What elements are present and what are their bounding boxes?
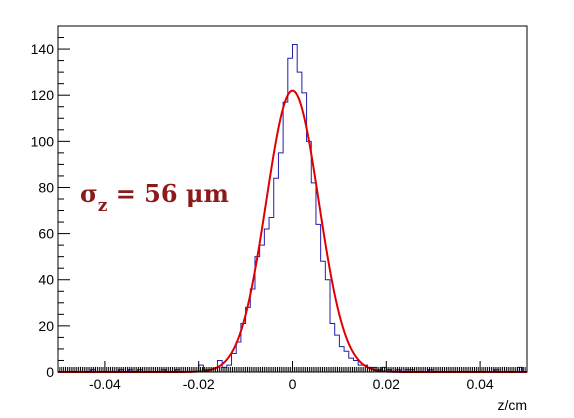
y-tick-label: 80: [38, 179, 54, 195]
histogram-bin: [260, 245, 265, 372]
sigma-subscript: z: [98, 196, 108, 216]
x-tick-label: 0.02: [373, 376, 400, 392]
x-tick-label: -0.02: [183, 376, 215, 392]
y-tick-label: 60: [38, 226, 54, 242]
y-tick-label: 20: [38, 318, 54, 334]
sigma-value: = 56 μm: [107, 179, 229, 208]
histogram-bin: [269, 217, 274, 372]
x-tick-label: -0.04: [89, 376, 121, 392]
histogram-bin: [283, 102, 288, 372]
histogram-bin: [274, 178, 279, 372]
sigma-symbol: σ: [80, 179, 98, 208]
y-tick-label: 100: [31, 133, 55, 149]
histogram-bin: [246, 307, 251, 372]
x-axis-title: z/cm: [497, 397, 527, 413]
histogram-bin: [255, 257, 260, 372]
y-tick-label: 140: [31, 41, 55, 57]
histogram-bin: [311, 183, 316, 372]
x-tick-label: 0.04: [466, 376, 493, 392]
histogram-bin: [302, 93, 307, 372]
y-tick-label: 0: [46, 364, 54, 380]
axis-layer: -0.04 -0.02 0 0.02 0.04 0 20 40 60 80 100 120 140: [31, 25, 528, 392]
histogram-bin: [288, 58, 293, 372]
histogram-bin: [250, 289, 255, 372]
histogram-bin: [264, 229, 269, 372]
histogram-bin: [278, 153, 283, 372]
sigma-annotation: σz = 56 μm: [80, 179, 229, 216]
histogram-bin: [321, 261, 326, 372]
y-tick-label: 40: [38, 272, 54, 288]
histogram-bin: [297, 72, 302, 372]
y-tick-label: 120: [31, 87, 55, 103]
histogram-bin: [307, 141, 312, 372]
histogram-bin: [330, 324, 335, 372]
x-tick-label: 0: [289, 376, 297, 392]
histogram-bin: [316, 224, 321, 372]
histogram-bin: [325, 280, 330, 372]
histogram-bin: [335, 335, 340, 372]
